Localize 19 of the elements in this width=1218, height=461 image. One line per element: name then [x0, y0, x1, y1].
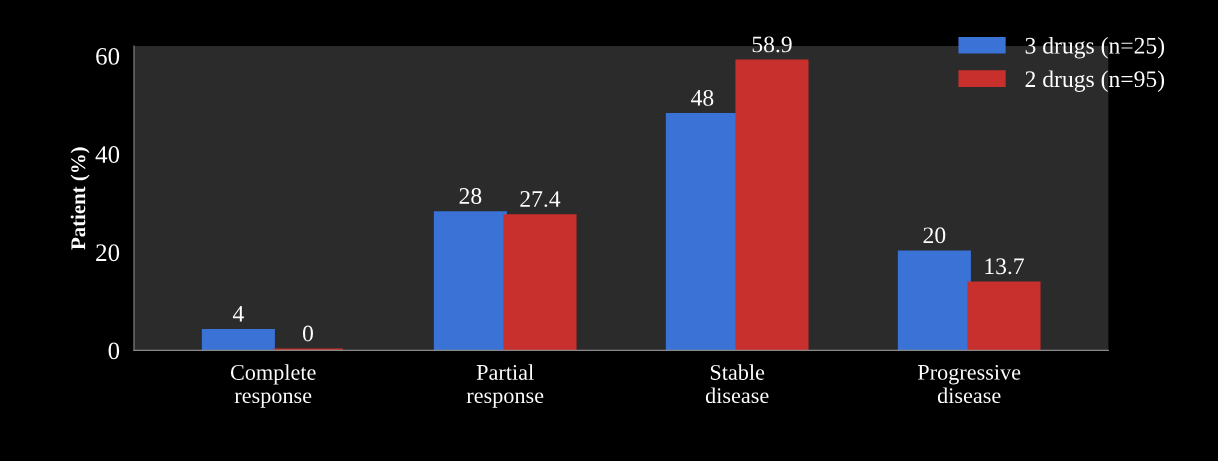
legend-label: 3 drugs (n=25) [1025, 37, 1165, 59]
x-tick-label: Stable disease [705, 364, 769, 404]
x-tick-label: Progressive disease [917, 364, 1021, 404]
y-tick-label: 60 [96, 47, 120, 65]
data-label: 58.9 [752, 36, 792, 53]
data-label: 27.4 [520, 191, 561, 208]
data-label: 28 [459, 188, 482, 204]
y-axis-title: Patient (%) [70, 147, 90, 250]
y-tick-label: 0 [108, 342, 120, 360]
data-label: 4 [232, 305, 244, 322]
x-tick-label: Complete response [230, 364, 316, 408]
y-tick-label: 20 [96, 244, 120, 262]
x-tick-label: Partial response [466, 364, 544, 408]
legend-label: 2 drugs (n=95) [1025, 70, 1165, 92]
y-tick-label: 40 [95, 146, 120, 163]
data-label: 20 [923, 227, 946, 244]
data-label: 0 [302, 325, 313, 342]
data-label: 13.7 [985, 258, 1024, 275]
data-label: 48 [691, 89, 714, 106]
